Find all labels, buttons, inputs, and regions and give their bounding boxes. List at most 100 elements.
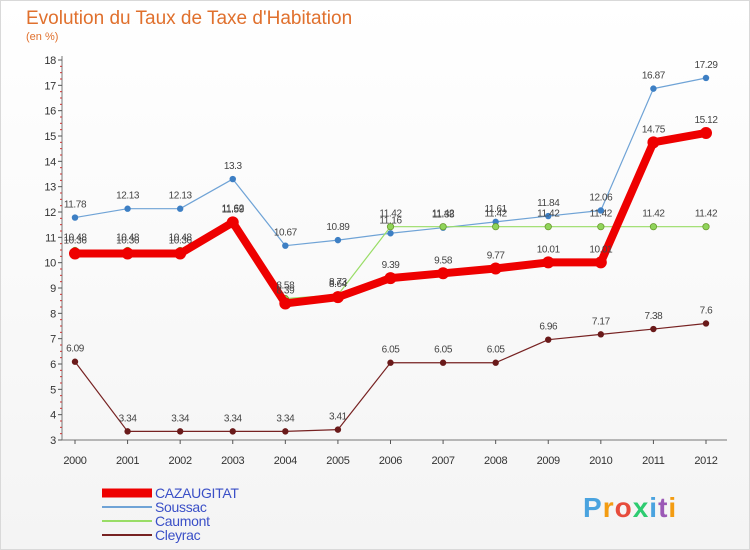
data-point-cazaugitat: [69, 247, 81, 260]
x-tick-label: 2002: [169, 455, 192, 467]
data-label-caumont: 11.42: [432, 209, 455, 220]
data-point-cazaugitat: [647, 136, 660, 149]
data-label-caumont: 10.48: [169, 233, 193, 244]
data-label-cleyrac: 6.96: [539, 322, 558, 333]
logo-letter: P: [583, 492, 603, 523]
legend-label-cazaugitat: CAZAUGITAT: [155, 485, 239, 501]
data-label-cazaugitat: 10.36: [63, 236, 87, 247]
logo-letter: x: [633, 492, 650, 523]
y-tick-label: 13: [44, 182, 56, 194]
data-point-cleyrac: [597, 331, 605, 338]
data-label-cleyrac: 3.34: [224, 413, 243, 424]
data-point-caumont: [492, 223, 500, 231]
data-label-cleyrac: 6.09: [66, 344, 85, 355]
y-tick-label: 5: [50, 384, 56, 396]
x-tick-label: 2005: [326, 455, 349, 467]
y-tick-label: 12: [44, 207, 56, 219]
data-point-cleyrac: [439, 359, 447, 366]
logo-letter: i: [649, 492, 658, 523]
logo-letter: t: [658, 492, 668, 523]
data-point-caumont: [386, 223, 395, 231]
data-point-caumont: [597, 223, 605, 231]
data-point-soussac: [229, 175, 236, 183]
data-label-caumont: 10.48: [116, 233, 140, 244]
chart-title: Evolution du Taux de Taxe d'Habitation: [26, 8, 352, 29]
y-tick-label: 8: [50, 308, 56, 320]
data-point-cazaugitat: [226, 216, 239, 229]
logo-letter: o: [615, 492, 633, 523]
data-label-cleyrac: 6.05: [487, 345, 506, 356]
data-point-cazaugitat: [700, 126, 712, 139]
data-point-cazaugitat: [384, 272, 397, 285]
data-label-cazaugitat: 10.01: [537, 244, 561, 255]
data-point-soussac: [176, 205, 184, 212]
data-label-caumont: 8.73: [329, 277, 348, 288]
x-tick-label: 2009: [537, 455, 560, 467]
y-tick-label: 18: [44, 55, 56, 67]
logo-text: Proxiti: [583, 492, 677, 523]
data-point-cazaugitat: [594, 256, 607, 269]
legend-label-soussac: Soussac: [155, 499, 207, 515]
data-point-cleyrac: [229, 428, 236, 435]
data-label-soussac: 10.89: [326, 222, 350, 233]
data-label-cazaugitat: 10.36: [116, 236, 140, 247]
data-point-cleyrac: [282, 428, 289, 435]
data-point-caumont: [439, 223, 447, 231]
data-label-caumont: 11.42: [485, 209, 508, 220]
data-label-soussac: 12.06: [589, 192, 613, 203]
x-tick-label: 2011: [642, 455, 665, 467]
data-point-cleyrac: [650, 325, 657, 333]
data-point-cazaugitat: [279, 297, 292, 310]
data-point-cazaugitat: [437, 267, 450, 280]
data-point-soussac: [597, 207, 605, 214]
data-label-caumont: 11.42: [695, 209, 718, 220]
data-point-caumont: [544, 223, 552, 231]
data-point-cleyrac: [702, 320, 710, 327]
y-tick-label: 15: [44, 131, 56, 143]
data-point-cleyrac: [492, 359, 499, 366]
data-label-cleyrac: 6.05: [434, 345, 453, 356]
data-label-caumont: 11.42: [642, 209, 665, 220]
y-tick-label: 4: [50, 410, 56, 422]
x-tick-label: 2012: [694, 455, 717, 467]
x-tick-label: 2001: [116, 455, 139, 467]
data-label-cleyrac: 6.05: [382, 345, 401, 356]
data-point-soussac: [124, 205, 131, 212]
logo-letter: r: [603, 492, 615, 523]
data-label-soussac: 11.78: [64, 200, 87, 211]
data-label-soussac: 13.3: [224, 161, 243, 172]
legend-label-caumont: Caumont: [155, 513, 210, 529]
x-tick-label: 2010: [589, 455, 612, 467]
data-point-cazaugitat: [331, 291, 344, 304]
axes: 3 4 5 6 7 8 9 10 11 12 13 14 15 16 17 18 2000 2001 2002 200…: [44, 55, 727, 467]
y-tick-label: 11: [45, 232, 56, 244]
data-point-soussac: [282, 242, 289, 249]
data-label-soussac: 11.16: [379, 215, 402, 226]
y-tick-label: 17: [44, 80, 56, 92]
data-point-cleyrac: [124, 428, 131, 435]
y-tick-label: 16: [44, 106, 56, 118]
data-label-cazaugitat: 10.01: [589, 244, 613, 255]
logo-letter: i: [668, 492, 677, 523]
data-point-caumont: [649, 223, 658, 231]
data-label-caumont: 10.48: [63, 233, 87, 244]
x-tick-label: 2008: [484, 455, 507, 467]
data-point-caumont: [702, 223, 710, 231]
data-label-cleyrac: 7.38: [644, 311, 663, 322]
data-label-cazaugitat: 9.39: [382, 260, 401, 271]
proxiti-logo: Proxiti: [583, 492, 677, 523]
data-point-cleyrac: [176, 428, 184, 435]
data-label-cleyrac: 3.34: [171, 413, 190, 424]
y-tick-label: 14: [44, 156, 56, 168]
data-label-caumont: 8.58: [276, 281, 295, 292]
y-tick-label: 9: [50, 283, 56, 295]
data-point-cleyrac: [71, 358, 79, 365]
data-label-caumont: 11.42: [537, 209, 560, 220]
y-tick-label: 6: [50, 359, 56, 371]
legend-label-cleyrac: Cleyrac: [155, 527, 201, 543]
data-point-soussac: [71, 214, 79, 221]
data-point-soussac: [545, 212, 552, 220]
